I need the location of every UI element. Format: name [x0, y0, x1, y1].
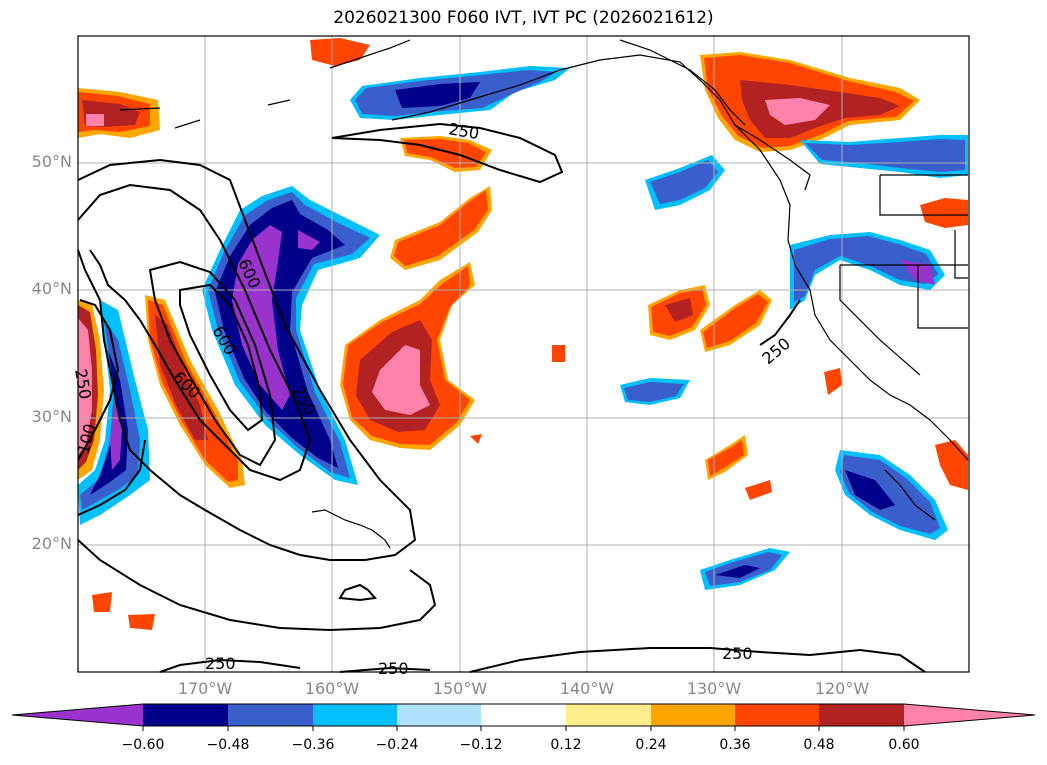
anomaly-left-edge-positive: [78, 300, 104, 480]
colorbar-tick-label: 0.24: [635, 737, 667, 753]
map-frame: [77, 35, 970, 673]
longitude-label: 130°W: [686, 679, 742, 698]
longitude-label: 160°W: [304, 679, 360, 698]
colorbar-tick-label: −0.60: [121, 737, 165, 753]
longitude-label: 140°W: [559, 679, 615, 698]
colorbar-tick-label: −0.12: [459, 737, 503, 753]
colorbar-tick-label: −0.48: [206, 737, 250, 753]
colorbar: [11, 703, 1036, 731]
colorbar-segment: [143, 704, 228, 726]
latitude-label: 50°N: [31, 152, 72, 171]
anomaly-east-positive: [92, 198, 968, 630]
colorbar-segment: [313, 704, 397, 726]
contour-label: 250: [378, 659, 409, 678]
anomaly-top-left-positive: [78, 88, 160, 138]
contour-label: 250: [722, 644, 753, 663]
colorbar-segment: [228, 704, 313, 726]
colorbar-extend-low: [12, 704, 143, 726]
colorbar-segment: [651, 704, 735, 726]
colorbar-tick-label: 0.36: [719, 737, 751, 753]
colorbar-tick-label: 0.12: [550, 737, 582, 753]
colorbar-extend-high: [904, 704, 1035, 726]
colorbar-tick-label: 0.60: [888, 737, 920, 753]
longitude-label: 150°W: [432, 679, 488, 698]
colorbar-tick-label: −0.24: [375, 737, 419, 753]
colorbar-segment: [481, 704, 566, 726]
colorbar-segment: [735, 704, 819, 726]
colorbar-segment: [397, 704, 481, 726]
anomaly-northeast-positive: [310, 38, 920, 152]
longitude-label: 120°W: [814, 679, 870, 698]
latitude-label: 40°N: [31, 279, 72, 298]
colorbar-tick-label: −0.36: [291, 737, 335, 753]
colorbar-tick-label: 0.48: [803, 737, 835, 753]
latitude-label: 30°N: [31, 407, 72, 426]
graticule: [78, 36, 969, 672]
colorbar-segment: [819, 704, 904, 726]
ivt-contours: [77, 122, 926, 673]
contour-label: 250: [205, 654, 236, 673]
map-title: 2026021300 F060 IVT, IVT PC (2026021612): [333, 8, 714, 28]
contour-label: 250: [71, 367, 95, 400]
coastlines: [119, 39, 969, 549]
colorbar-segment: [566, 704, 651, 726]
latitude-label: 20°N: [31, 534, 72, 553]
longitude-label: 170°W: [177, 679, 233, 698]
